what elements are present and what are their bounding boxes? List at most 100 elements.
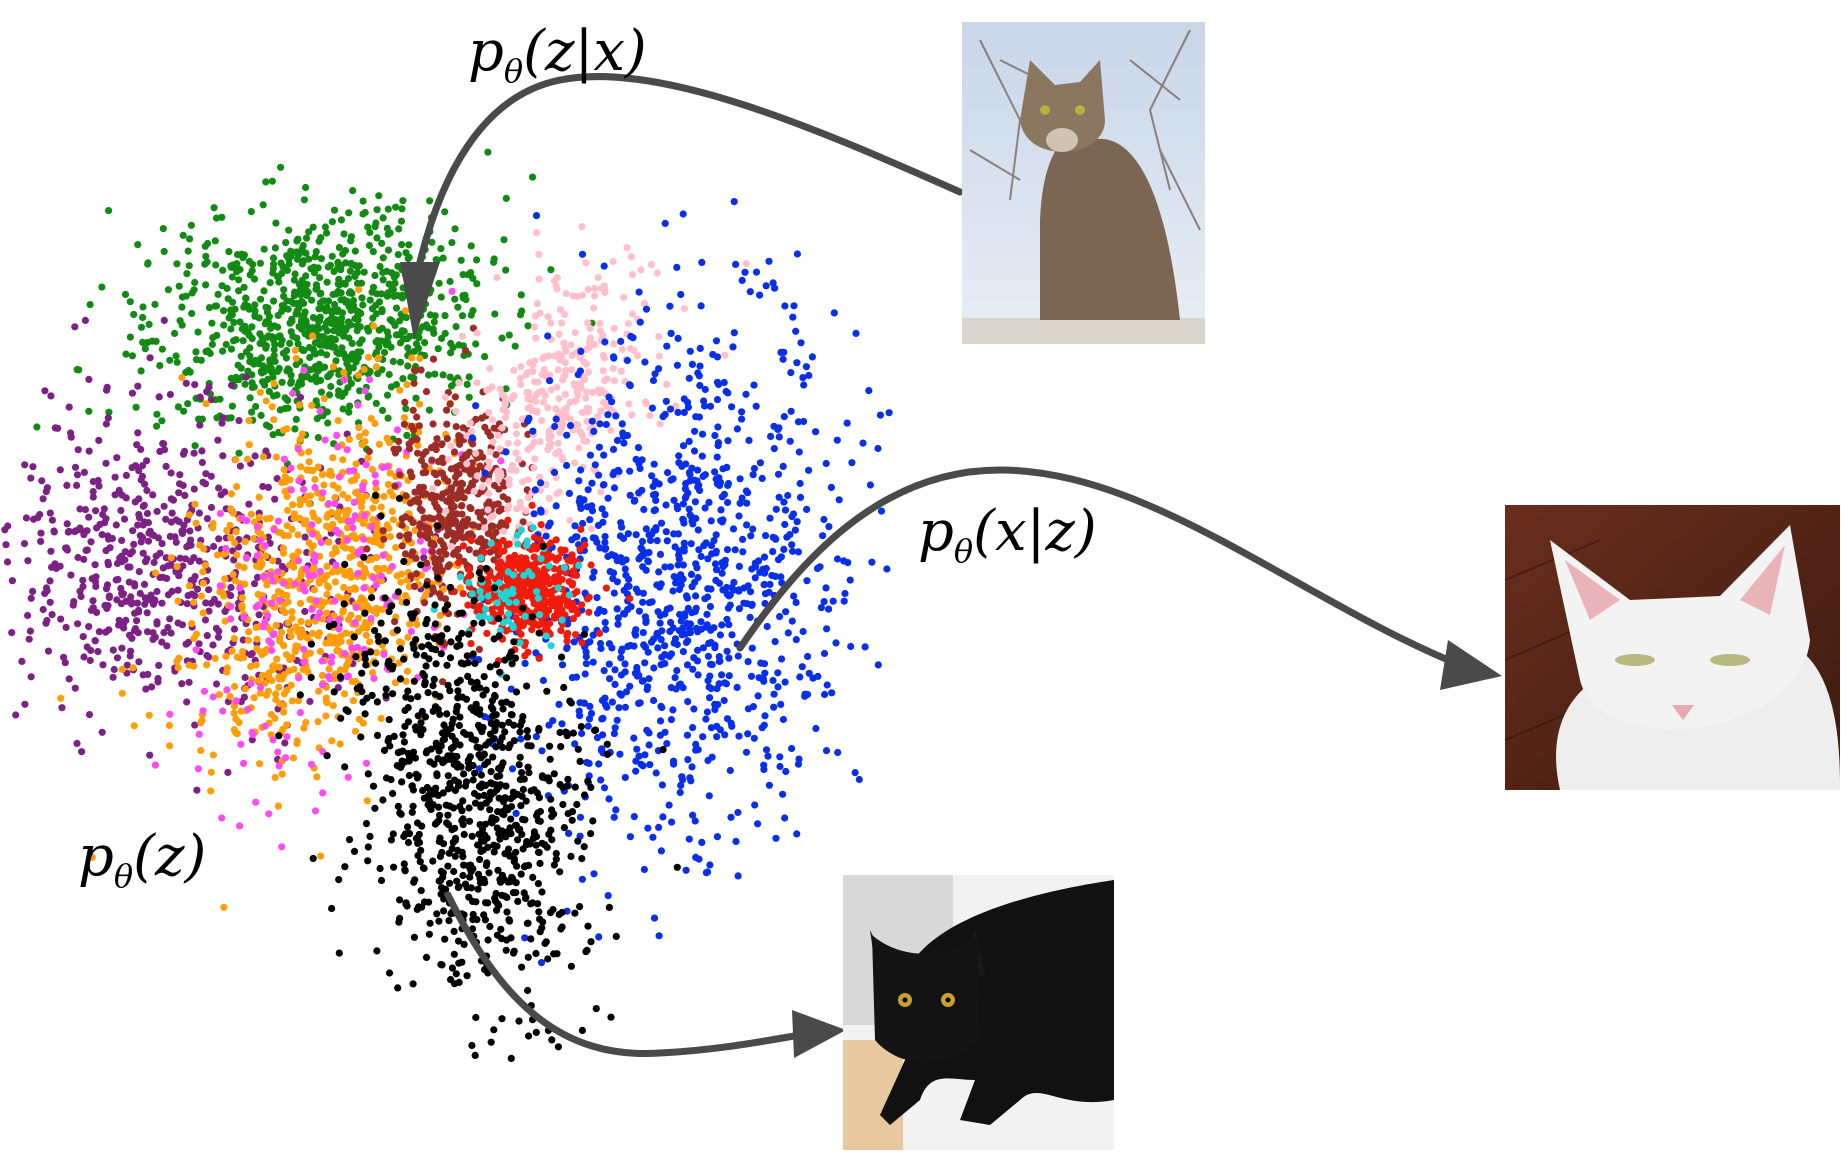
latent-cluster xyxy=(468,198,893,967)
latent-point xyxy=(646,411,654,420)
latent-point xyxy=(400,420,408,428)
latent-point xyxy=(626,345,635,353)
latent-point xyxy=(221,617,229,625)
latent-point xyxy=(252,603,260,611)
latent-point xyxy=(621,565,629,573)
latent-point xyxy=(640,505,648,514)
latent-point xyxy=(748,644,756,652)
latent-point xyxy=(712,531,720,539)
latent-point xyxy=(566,517,574,525)
latent-point xyxy=(113,454,121,462)
latent-point xyxy=(617,367,625,375)
latent-point xyxy=(241,380,249,388)
latent-point xyxy=(530,438,538,447)
latent-point xyxy=(262,178,270,186)
latent-point xyxy=(283,733,291,741)
latent-point xyxy=(736,475,744,483)
latent-point xyxy=(612,412,620,420)
latent-point xyxy=(602,402,611,410)
latent-point xyxy=(216,509,224,518)
latent-point xyxy=(723,583,731,592)
latent-point xyxy=(416,531,424,539)
latent-point xyxy=(735,562,744,571)
latent-point xyxy=(517,526,525,534)
latent-point xyxy=(73,471,82,479)
latent-point xyxy=(504,516,512,524)
latent-point xyxy=(154,678,162,686)
latent-point xyxy=(423,559,431,567)
latent-point xyxy=(371,471,379,479)
latent-point xyxy=(268,577,277,585)
latent-point xyxy=(628,411,636,419)
latent-point xyxy=(287,486,295,494)
latent-point xyxy=(617,337,625,345)
latent-point xyxy=(446,373,454,381)
latent-point xyxy=(725,592,733,600)
latent-point xyxy=(120,515,129,523)
latent-point xyxy=(467,269,475,277)
latent-point xyxy=(385,524,393,533)
latent-point xyxy=(143,628,152,636)
latent-point xyxy=(577,466,585,474)
latent-point xyxy=(211,237,219,245)
latent-point xyxy=(463,972,471,980)
latent-point xyxy=(236,584,244,592)
latent-point xyxy=(627,332,635,340)
latent-point xyxy=(761,712,769,720)
latent-point xyxy=(557,352,565,360)
latent-point xyxy=(484,592,492,600)
latent-point xyxy=(437,537,445,545)
latent-point xyxy=(626,467,634,475)
latent-point xyxy=(655,932,663,940)
latent-point xyxy=(239,337,247,345)
latent-point xyxy=(778,655,786,663)
latent-point xyxy=(530,533,539,542)
latent-point xyxy=(683,731,692,739)
latent-point xyxy=(27,673,35,681)
latent-point xyxy=(337,266,345,274)
latent-point xyxy=(218,419,226,427)
latent-point xyxy=(82,546,90,555)
latent-point xyxy=(372,581,380,589)
latent-point xyxy=(319,470,327,478)
latent-point xyxy=(795,448,803,456)
latent-point xyxy=(156,573,164,582)
latent-point xyxy=(544,313,552,321)
latent-point xyxy=(73,366,81,374)
latent-point xyxy=(296,435,304,443)
latent-point xyxy=(332,357,340,365)
latent-point xyxy=(296,514,304,522)
latent-point xyxy=(128,464,136,472)
latent-point xyxy=(198,447,206,455)
latent-point xyxy=(823,681,831,689)
latent-point xyxy=(632,585,640,593)
latent-point xyxy=(78,748,86,756)
latent-point xyxy=(294,340,302,348)
latent-point xyxy=(595,629,604,638)
latent-point xyxy=(814,672,822,681)
latent-point xyxy=(473,329,481,337)
latent-point xyxy=(363,797,371,805)
latent-point xyxy=(396,317,404,325)
latent-point xyxy=(669,757,678,765)
latent-point xyxy=(279,725,287,733)
latent-point xyxy=(251,301,259,309)
latent-point xyxy=(697,552,705,561)
latent-point xyxy=(356,339,364,347)
latent-point xyxy=(179,481,187,490)
latent-point xyxy=(585,715,594,723)
latent-point xyxy=(605,640,614,648)
latent-point xyxy=(755,674,763,682)
latent-point xyxy=(792,636,800,644)
latent-point xyxy=(595,933,603,941)
latent-point xyxy=(395,225,403,233)
latent-point xyxy=(264,611,272,620)
latent-point xyxy=(735,605,744,613)
latent-point xyxy=(771,638,779,646)
latent-point xyxy=(531,486,539,494)
latent-point xyxy=(168,587,176,596)
latent-point xyxy=(365,536,373,544)
latent-point xyxy=(550,468,559,476)
latent-point xyxy=(734,808,742,817)
latent-point xyxy=(219,707,227,715)
